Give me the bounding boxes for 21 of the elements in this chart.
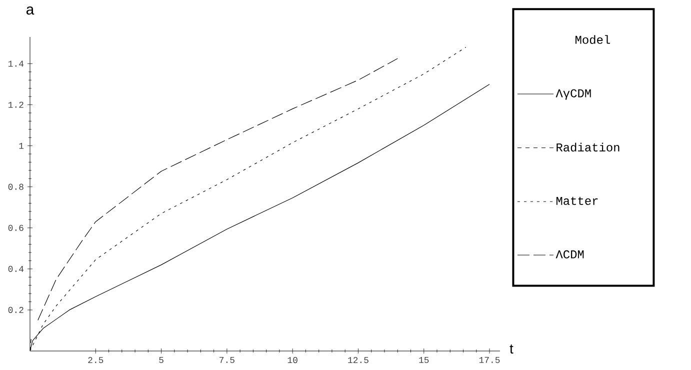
y-tick-label: 1	[19, 142, 24, 149]
y-tick-label: 1.2	[8, 102, 24, 108]
x-tick-label: 15	[419, 357, 429, 364]
x-axis-title: t	[510, 344, 514, 354]
y-tick-label: 0.4	[8, 266, 24, 272]
x-tick-label: 2.5	[88, 357, 104, 364]
x-tick-label: 10	[288, 357, 298, 364]
legend-label: Matter	[556, 196, 598, 205]
x-tick-label: 7.5	[220, 357, 234, 364]
x-tick-label: 17.5	[479, 357, 500, 364]
legend-title: Model	[576, 35, 610, 44]
y-tick-label: 0.8	[8, 184, 24, 190]
legend-label: ΛγCDM	[556, 89, 591, 100]
legend-label: ΛCDM	[556, 250, 584, 258]
x-tick-label: 5	[159, 357, 164, 364]
legend-label: Radiation	[556, 142, 620, 152]
x-tick-label: 12.5	[348, 357, 368, 364]
y-tick-label: 0.2	[8, 306, 24, 314]
y-axis-title: a	[26, 6, 34, 15]
y-tick-label: 1.4	[8, 60, 24, 67]
y-tick-label: 0.6	[8, 224, 24, 231]
